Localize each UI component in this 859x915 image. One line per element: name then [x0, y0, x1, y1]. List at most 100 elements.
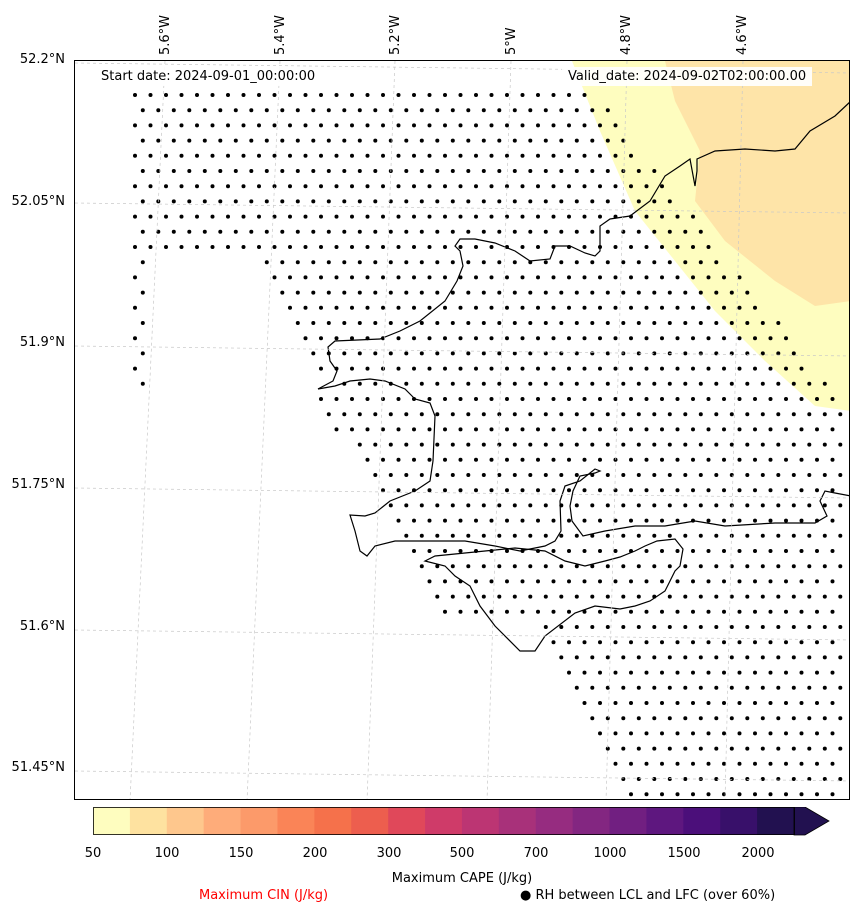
- rh-dot: [636, 655, 641, 660]
- rh-dot: [528, 412, 533, 417]
- rh-dot: [675, 427, 680, 432]
- rh-dot: [830, 549, 835, 553]
- rh-dot: [598, 214, 602, 219]
- rh-dot: [776, 381, 781, 386]
- rh-dot: [458, 214, 463, 219]
- rh-dot: [264, 199, 269, 204]
- rh-dot: [481, 138, 486, 143]
- rh-dot: [559, 594, 564, 599]
- rh-dot: [551, 366, 556, 371]
- rh-dot: [481, 229, 486, 234]
- rh-dot: [435, 351, 440, 356]
- rh-dot: [815, 579, 819, 584]
- rh-dot: [450, 564, 455, 569]
- rh-dot: [520, 397, 525, 401]
- rh-dot: [474, 305, 478, 310]
- rh-dot: [466, 138, 471, 143]
- rh-dot: [652, 625, 657, 629]
- rh-dot: [357, 321, 362, 325]
- rh-dot: [714, 442, 719, 447]
- rh-dot: [195, 184, 199, 189]
- rh-dot: [381, 427, 385, 432]
- rh-dot: [815, 640, 819, 645]
- rh-dot: [427, 123, 432, 128]
- rh-dot: [768, 579, 773, 584]
- rh-dot: [559, 503, 564, 508]
- rh-dot: [412, 275, 416, 280]
- rh-dot: [574, 321, 579, 325]
- rh-dot: [784, 549, 788, 553]
- rh-dot: [652, 533, 657, 538]
- rh-dot: [644, 609, 649, 614]
- rh-dot: [667, 685, 672, 690]
- rh-dot: [605, 655, 610, 660]
- rh-dot: [621, 473, 626, 477]
- map-panel[interactable]: [74, 60, 850, 800]
- rh-dot: [140, 321, 145, 325]
- rh-dot: [497, 138, 502, 143]
- rh-dot: [404, 412, 409, 417]
- rh-dot: [334, 123, 339, 128]
- rh-dot: [489, 549, 494, 553]
- rh-dot: [489, 518, 494, 523]
- rh-dot: [784, 427, 788, 432]
- rh-dot: [171, 138, 176, 143]
- rh-dot: [799, 640, 804, 645]
- rh-dot: [675, 275, 680, 280]
- rh-dot: [450, 169, 455, 173]
- rh-dot: [590, 290, 595, 295]
- rh-dot: [776, 746, 781, 751]
- lon-label-4-8w: 4.8°W: [619, 14, 634, 55]
- rh-dot: [350, 184, 354, 189]
- rh-dot: [644, 336, 649, 341]
- rh-dot: [838, 473, 843, 477]
- rh-dot: [512, 442, 517, 447]
- rh-dot: [636, 746, 641, 751]
- rh-dot: [636, 412, 641, 417]
- rh-dot: [334, 245, 339, 249]
- rh-dot: [388, 473, 393, 477]
- rh-dot: [791, 503, 796, 508]
- rh-dot: [683, 685, 688, 690]
- rh-dot: [489, 366, 494, 371]
- rh-dot: [280, 169, 285, 173]
- rh-dot: [745, 533, 750, 538]
- colorbar-segment: [757, 807, 795, 835]
- rh-dot: [621, 564, 626, 569]
- rh-dot: [745, 777, 750, 781]
- rh-dot: [722, 488, 726, 493]
- rh-dot: [241, 184, 246, 189]
- rh-dot: [660, 336, 664, 341]
- rh-dot: [458, 275, 463, 280]
- rh-dot: [698, 412, 703, 417]
- rh-dot: [574, 685, 579, 690]
- rh-dot: [543, 199, 548, 204]
- rh-dot: [334, 153, 339, 158]
- rh-dot: [202, 199, 207, 204]
- rh-dot: [520, 427, 525, 432]
- rh-dot: [698, 473, 703, 477]
- rh-dot: [381, 245, 385, 249]
- rh-dot: [621, 138, 626, 143]
- colorbar-segment: [609, 807, 648, 835]
- rh-dot: [598, 427, 602, 432]
- rh-dot: [171, 199, 176, 204]
- rh-dot: [357, 138, 362, 143]
- rh-dot: [629, 184, 633, 189]
- rh-dot-field: [133, 93, 843, 797]
- rh-dot: [443, 397, 447, 401]
- rh-dot: [644, 549, 649, 553]
- rh-dot: [474, 245, 478, 249]
- rh-dot: [210, 245, 215, 249]
- rh-dot: [574, 412, 579, 417]
- colorbar-segment: [277, 807, 315, 835]
- rh-dot: [582, 518, 587, 523]
- rh-dot: [466, 321, 471, 325]
- rh-dot: [481, 321, 486, 325]
- cape-shade-mid: [665, 61, 849, 306]
- rh-dot: [567, 245, 571, 249]
- rh-dot: [435, 199, 440, 204]
- rh-dot: [404, 442, 409, 447]
- rh-dot: [404, 290, 409, 295]
- rh-dot: [582, 397, 587, 401]
